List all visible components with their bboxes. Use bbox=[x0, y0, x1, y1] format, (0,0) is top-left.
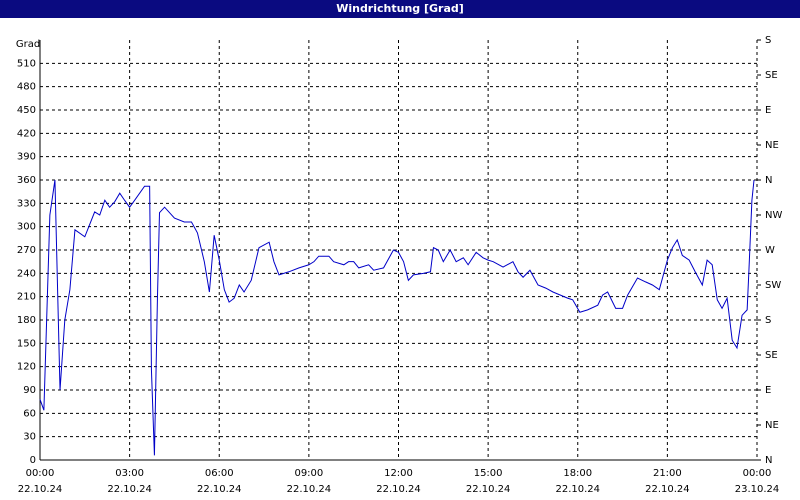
y-tick-label: 90 bbox=[23, 385, 36, 396]
y2-tick-label: SE bbox=[765, 350, 778, 361]
y-tick-label: 390 bbox=[17, 152, 36, 163]
x-tick-date: 22.10.24 bbox=[18, 484, 63, 495]
y2-tick-label: NE bbox=[765, 420, 779, 431]
y-axis-label: Grad bbox=[16, 39, 40, 50]
y-tick-label: 180 bbox=[17, 315, 36, 326]
x-tick-label: 09:00 bbox=[294, 468, 323, 479]
y2-tick-label: N bbox=[765, 175, 772, 186]
y-tick-label: 360 bbox=[17, 175, 36, 186]
x-tick-label: 15:00 bbox=[474, 468, 503, 479]
y-tick-label: 240 bbox=[17, 268, 36, 279]
y-tick-label: 480 bbox=[17, 82, 36, 93]
y-tick-label: 330 bbox=[17, 198, 36, 209]
series-line bbox=[39, 179, 755, 456]
y-tick-label: 60 bbox=[23, 408, 36, 419]
x-tick-date: 22.10.24 bbox=[376, 484, 421, 495]
x-tick-label: 06:00 bbox=[205, 468, 234, 479]
y2-tick-label: E bbox=[765, 385, 771, 396]
y2-tick-label: NW bbox=[765, 210, 782, 221]
x-tick-label: 18:00 bbox=[563, 468, 592, 479]
x-tick-date: 22.10.24 bbox=[555, 484, 600, 495]
x-tick-date: 22.10.24 bbox=[197, 484, 242, 495]
x-tick-date: 22.10.24 bbox=[287, 484, 332, 495]
x-tick-date: 22.10.24 bbox=[466, 484, 511, 495]
y-tick-label: 420 bbox=[17, 128, 36, 139]
x-tick-label: 21:00 bbox=[653, 468, 682, 479]
x-tick-date: 22.10.24 bbox=[107, 484, 152, 495]
y2-tick-label: N bbox=[765, 455, 772, 466]
x-tick-label: 00:00 bbox=[26, 468, 55, 479]
x-tick-date: 23.10.24 bbox=[735, 484, 780, 495]
y-tick-label: 270 bbox=[17, 245, 36, 256]
y-tick-label: 0 bbox=[30, 455, 36, 466]
y2-tick-label: S bbox=[765, 35, 771, 46]
y2-tick-label: E bbox=[765, 105, 771, 116]
y2-tick-label: W bbox=[765, 245, 775, 256]
x-tick-label: 00:00 bbox=[743, 468, 772, 479]
x-tick-label: 12:00 bbox=[384, 468, 413, 479]
y-tick-label: 120 bbox=[17, 362, 36, 373]
y-tick-label: 510 bbox=[17, 58, 36, 69]
window-title: Windrichtung [Grad] bbox=[0, 0, 800, 18]
y2-tick-label: SW bbox=[765, 280, 781, 291]
x-tick-label: 03:00 bbox=[115, 468, 144, 479]
y-tick-label: 150 bbox=[17, 338, 36, 349]
y2-tick-label: NE bbox=[765, 140, 779, 151]
y2-tick-label: SE bbox=[765, 70, 778, 81]
x-tick-date: 22.10.24 bbox=[645, 484, 690, 495]
y-tick-label: 210 bbox=[17, 292, 36, 303]
y-tick-label: 30 bbox=[23, 432, 36, 443]
y-tick-label: 450 bbox=[17, 105, 36, 116]
y2-tick-label: S bbox=[765, 315, 771, 326]
y-tick-label: 300 bbox=[17, 222, 36, 233]
